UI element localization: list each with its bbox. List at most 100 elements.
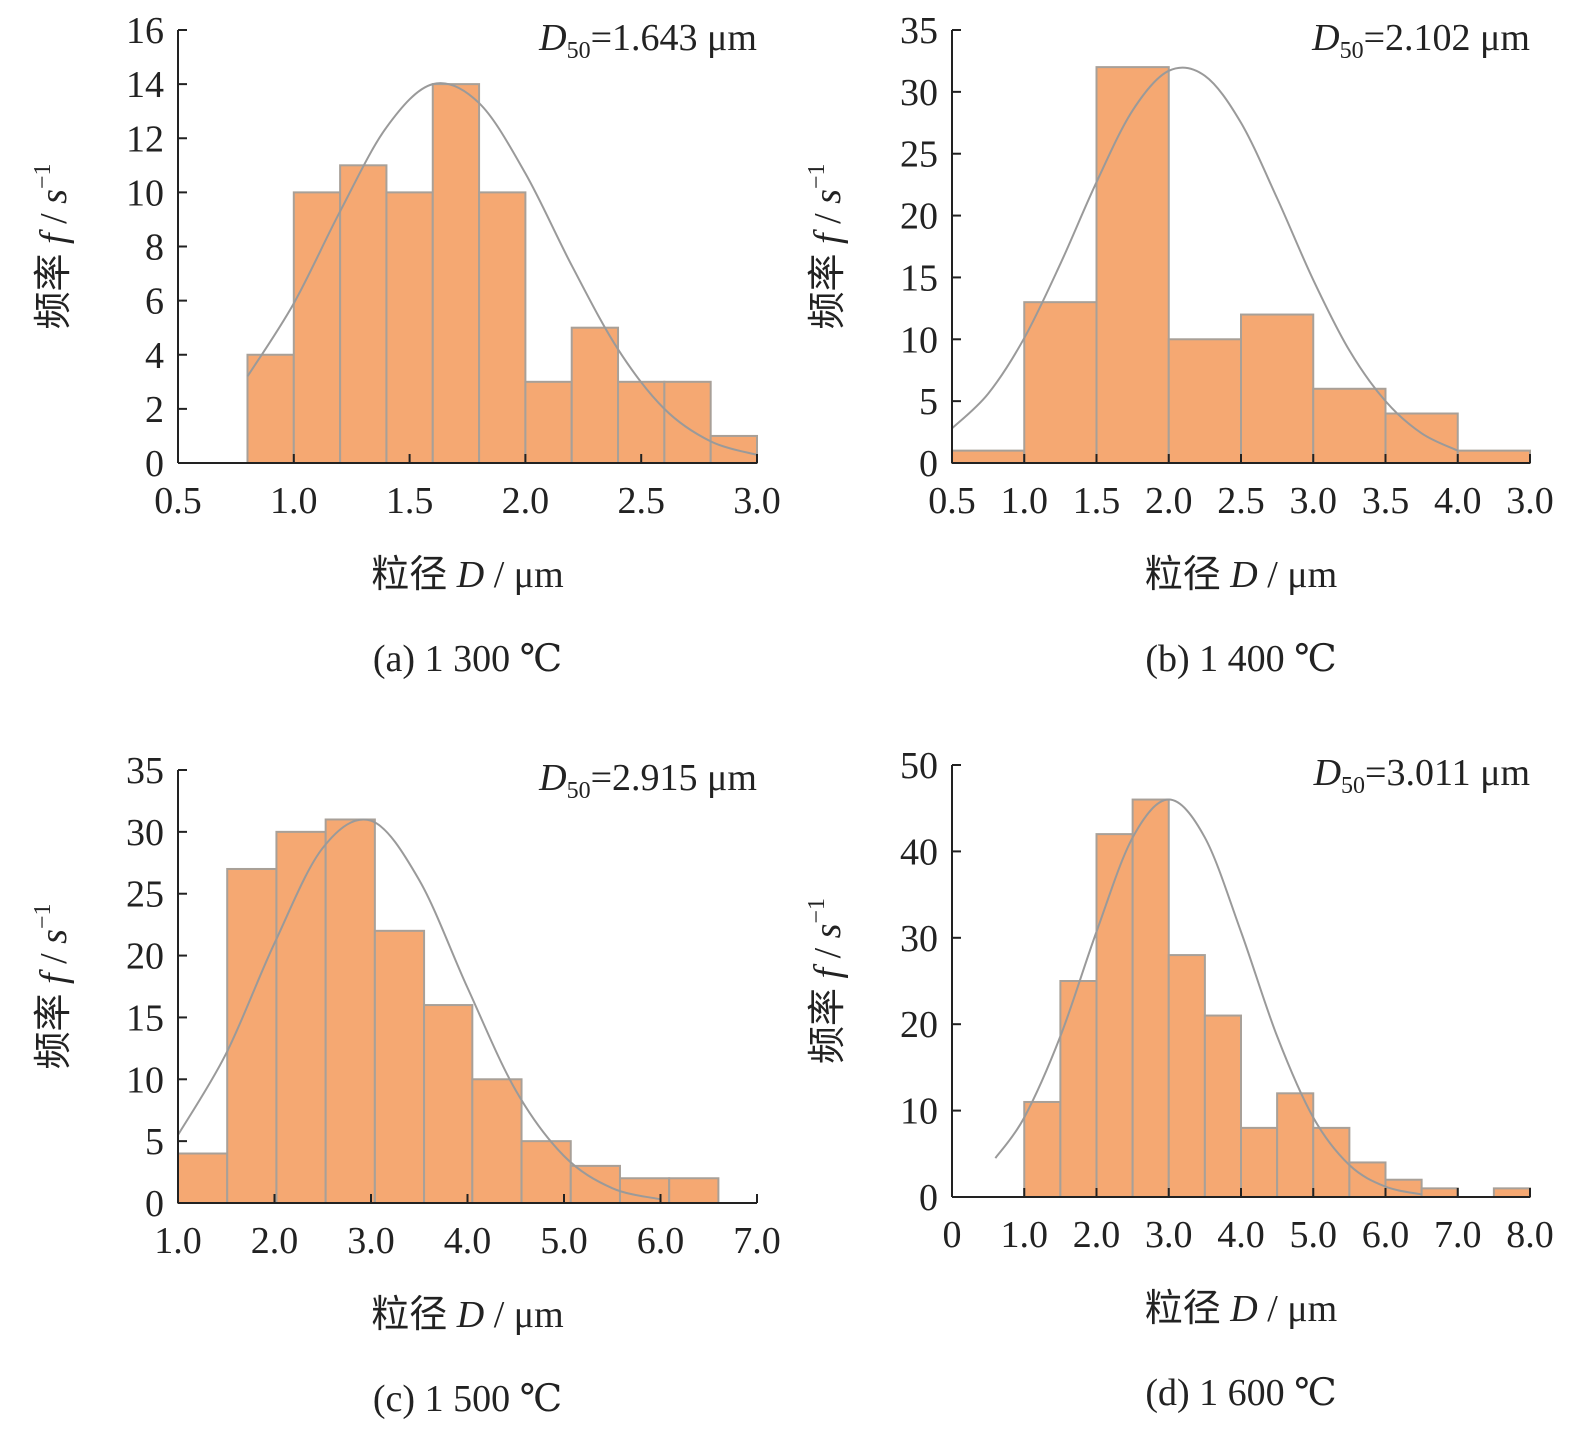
x-tick-label: 3.0 — [1145, 1214, 1193, 1256]
y-axis-label-part: s — [33, 189, 75, 204]
x-axis-label: 粒径 D / μm — [371, 1294, 563, 1336]
y-tick-label: 14 — [126, 64, 164, 106]
y-tick-label: 10 — [126, 172, 164, 214]
bar — [1456, 449, 1531, 464]
bar — [1384, 412, 1459, 464]
y-axis-label: 频率 f / s−1 — [804, 164, 849, 330]
x-tick-label: 0 — [943, 1214, 962, 1256]
x-tick-label: 5.0 — [540, 1220, 588, 1262]
x-axis-label-part: D — [456, 1294, 484, 1336]
x-tick-label: 0.5 — [154, 480, 202, 522]
bar — [524, 380, 573, 464]
x-tick-label: 6.0 — [637, 1220, 685, 1262]
caption: (d) 1 600 ℃ — [1145, 1372, 1336, 1414]
annotation-text: =2.915 μm — [591, 757, 757, 799]
y-axis-label-part: / — [33, 204, 75, 234]
x-axis-label-part: D — [1229, 554, 1257, 596]
bar — [339, 164, 388, 464]
y-axis-label-part: 频率 — [33, 244, 75, 330]
bar — [1492, 1187, 1531, 1198]
bar — [520, 1140, 572, 1204]
x-tick-label: 3.5 — [1362, 480, 1410, 522]
y-axis-label-part: 频率 — [807, 978, 849, 1064]
annotation-text: =2.102 μm — [1364, 17, 1530, 59]
bar — [1059, 980, 1098, 1198]
y-tick-label: 5 — [145, 1121, 164, 1163]
bar — [1167, 338, 1242, 464]
y-axis-label-part: s — [807, 924, 849, 939]
bar — [1240, 313, 1315, 464]
bar — [1023, 1100, 1062, 1198]
x-axis-label: 粒径 D / μm — [371, 554, 563, 596]
bar — [1131, 798, 1170, 1198]
y-axis-label-part: / — [33, 944, 75, 974]
x-tick-label: 2.0 — [502, 480, 550, 522]
bar — [478, 191, 527, 464]
annotation-symbol: D — [1313, 752, 1341, 794]
x-axis-label-part: 粒径 — [371, 554, 457, 596]
x-tick-label: 1.5 — [386, 480, 434, 522]
x-tick-label: 5.0 — [1290, 1214, 1338, 1256]
x-tick-label: 2.5 — [617, 480, 665, 522]
x-axis-label-part: / μm — [1258, 554, 1338, 596]
y-axis-label-part: −1 — [30, 164, 56, 190]
y-tick-label: 25 — [900, 134, 938, 176]
x-axis-label-part: / μm — [1258, 1288, 1338, 1330]
y-axis-label: 频率 f / s−1 — [30, 164, 75, 330]
bar — [1023, 301, 1098, 464]
x-tick-label: 3.0 — [733, 480, 781, 522]
y-tick-label: 30 — [126, 812, 164, 854]
annotation: D50=1.643 μm — [538, 17, 757, 64]
y-tick-label: 4 — [145, 335, 164, 377]
y-tick-label: 50 — [900, 745, 938, 787]
bar — [569, 1164, 621, 1205]
bar — [668, 1177, 720, 1205]
bar — [1095, 66, 1170, 464]
y-axis-label-part: s — [33, 929, 75, 944]
annotation-symbol: D — [538, 17, 566, 59]
y-axis-label-part: 频率 — [807, 244, 849, 330]
y-tick-label: 5 — [919, 381, 938, 423]
x-tick-label: 1.5 — [1073, 480, 1121, 522]
annotation-subscript: 50 — [567, 778, 591, 804]
annotation: D50=3.011 μm — [1313, 752, 1530, 799]
y-tick-label: 30 — [900, 918, 938, 960]
fit-curve — [951, 66, 1459, 452]
y-tick-label: 0 — [145, 443, 164, 485]
y-tick-label: 15 — [126, 997, 164, 1039]
annotation-subscript: 50 — [1340, 38, 1364, 64]
x-tick-label: 7.0 — [733, 1220, 781, 1262]
annotation-symbol: D — [1311, 17, 1339, 59]
x-axis-label-part: 粒径 — [1145, 554, 1231, 596]
y-tick-label: 10 — [900, 1091, 938, 1133]
x-axis-label-part: D — [456, 554, 484, 596]
bar — [1203, 1014, 1242, 1198]
bar — [471, 1078, 523, 1205]
x-axis-label-part: 粒径 — [1145, 1288, 1231, 1330]
fit-curve — [177, 818, 661, 1201]
caption: (a) 1 300 ℃ — [373, 638, 562, 680]
x-axis-label: 粒径 D / μm — [1145, 1288, 1337, 1330]
x-axis-label-part: / μm — [484, 554, 564, 596]
bar — [618, 1177, 671, 1205]
y-tick-label: 0 — [919, 443, 938, 485]
bar — [275, 830, 327, 1204]
bar — [1276, 1092, 1315, 1198]
x-tick-label: 1.0 — [1001, 1214, 1049, 1256]
bar — [431, 83, 481, 464]
bar — [1312, 1126, 1351, 1199]
y-axis-label-part: / — [807, 204, 849, 234]
y-tick-label: 20 — [900, 196, 938, 238]
annotation-subscript: 50 — [567, 38, 591, 64]
y-tick-label: 10 — [900, 319, 938, 361]
x-axis-label-part: D — [1229, 1288, 1257, 1330]
fit-curve — [246, 82, 758, 456]
x-tick-label: 6.0 — [1362, 1214, 1410, 1256]
x-tick-label: 1.0 — [154, 1220, 202, 1262]
x-tick-label: 4.0 — [1217, 1214, 1265, 1256]
y-tick-label: 0 — [919, 1177, 938, 1219]
x-axis-label-part: / μm — [484, 1294, 564, 1336]
bar — [1095, 833, 1134, 1198]
